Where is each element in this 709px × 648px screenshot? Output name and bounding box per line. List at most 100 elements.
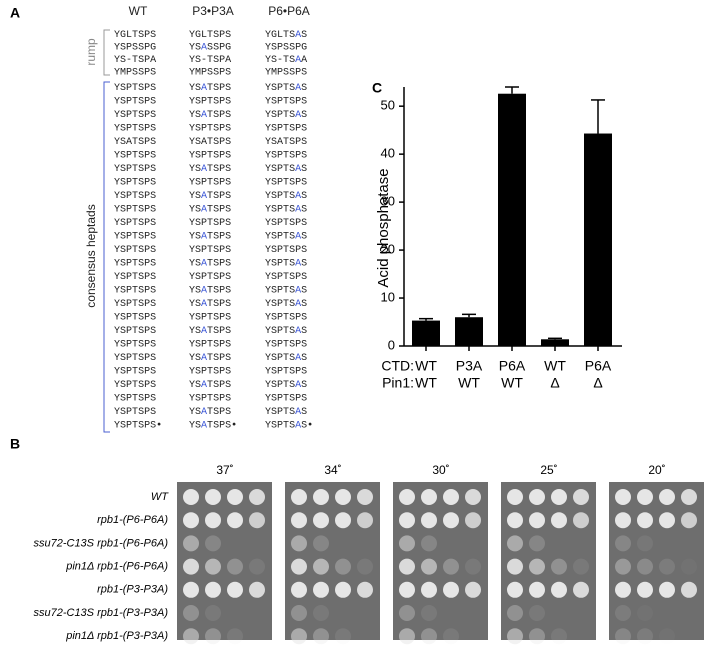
- residue: P: [295, 366, 301, 377]
- residue: Y: [265, 231, 271, 242]
- residue: P: [277, 420, 283, 431]
- residue: T: [283, 191, 289, 202]
- residue: P: [277, 204, 283, 215]
- residue: T: [132, 407, 138, 418]
- spot: [573, 558, 589, 575]
- temperature: 34˚: [324, 463, 341, 477]
- spot: [357, 558, 373, 575]
- residue: S: [289, 407, 295, 418]
- residue: T: [132, 380, 138, 391]
- residue: S: [301, 110, 307, 121]
- residue: T: [207, 353, 213, 364]
- residue: A: [295, 191, 301, 202]
- residue: Y: [189, 353, 195, 364]
- x-tick-label: P6A: [499, 358, 526, 374]
- spot: [205, 628, 221, 645]
- residue: S: [150, 231, 156, 242]
- residue: P: [144, 191, 150, 202]
- residue: S: [283, 67, 289, 78]
- sequence: YSASSPG: [189, 42, 231, 53]
- residue: Y: [114, 231, 120, 242]
- residue: P: [219, 218, 225, 229]
- residue: P: [295, 67, 301, 78]
- residue: P: [219, 380, 225, 391]
- residue: S: [138, 407, 144, 418]
- residue: S: [225, 258, 231, 269]
- residue: P: [201, 177, 207, 188]
- residue: P: [277, 245, 283, 256]
- residue: P: [295, 339, 301, 350]
- group-label: rump: [84, 38, 98, 66]
- residue: P: [144, 299, 150, 310]
- residue: S: [301, 30, 307, 41]
- spot: [205, 558, 221, 575]
- sequence: YSPSSPG: [114, 42, 156, 53]
- residue: S: [213, 42, 219, 53]
- residue: S: [289, 177, 295, 188]
- residue: T: [207, 123, 213, 134]
- residue: P: [219, 137, 225, 148]
- residue: T: [132, 272, 138, 283]
- residue: S: [271, 137, 277, 148]
- residue: S: [120, 258, 126, 269]
- residue: S: [225, 339, 231, 350]
- residue: S: [271, 420, 277, 431]
- residue: S: [195, 218, 201, 229]
- residue: S: [271, 177, 277, 188]
- residue: S: [138, 420, 144, 431]
- residue: S: [138, 339, 144, 350]
- residue: S: [150, 177, 156, 188]
- spot: [291, 605, 307, 621]
- residue: S: [195, 231, 201, 242]
- residue: Y: [114, 177, 120, 188]
- panel-label: C: [372, 80, 382, 96]
- residue: Y: [189, 285, 195, 296]
- residue: S: [289, 96, 295, 107]
- spot: [183, 558, 199, 575]
- residue: A: [225, 55, 231, 66]
- sequence: YSPTSPS: [265, 312, 307, 323]
- residue: T: [207, 299, 213, 310]
- residue: S: [195, 42, 201, 53]
- residue: P: [277, 258, 283, 269]
- residue: S: [225, 231, 231, 242]
- residue: P: [295, 393, 301, 404]
- residue: S: [150, 353, 156, 364]
- spot: [205, 581, 221, 598]
- residue: S: [225, 420, 231, 431]
- residue: S: [138, 312, 144, 323]
- spot: [507, 605, 523, 621]
- residue: S: [301, 218, 307, 229]
- residue: Y: [189, 110, 195, 121]
- residue: S: [120, 191, 126, 202]
- residue: Y: [114, 245, 120, 256]
- residue: S: [138, 231, 144, 242]
- sequence: YSPTSPS: [114, 353, 156, 364]
- residue: Y: [265, 110, 271, 121]
- residue: S: [195, 353, 201, 364]
- residue: M: [120, 67, 126, 78]
- residue: Y: [265, 30, 271, 41]
- residue: S: [225, 123, 231, 134]
- residue: Y: [189, 407, 195, 418]
- residue: S: [225, 137, 231, 148]
- residue: S: [120, 150, 126, 161]
- residue: P: [219, 245, 225, 256]
- residue: A: [201, 380, 207, 391]
- spot: [573, 581, 589, 598]
- residue: P: [219, 30, 225, 41]
- residue: S: [289, 299, 295, 310]
- y-tick-label: 50: [381, 98, 395, 113]
- sequence: YSATSPS: [189, 83, 231, 94]
- residue: S: [120, 42, 126, 53]
- residue: Y: [189, 177, 195, 188]
- residue: T: [132, 285, 138, 296]
- residue: S: [213, 30, 219, 41]
- residue: Y: [114, 366, 120, 377]
- residue: T: [283, 380, 289, 391]
- residue: Y: [265, 299, 271, 310]
- residue: S: [150, 326, 156, 337]
- residue: P: [277, 272, 283, 283]
- x-tick-label: WT: [501, 375, 523, 391]
- residue: S: [225, 110, 231, 121]
